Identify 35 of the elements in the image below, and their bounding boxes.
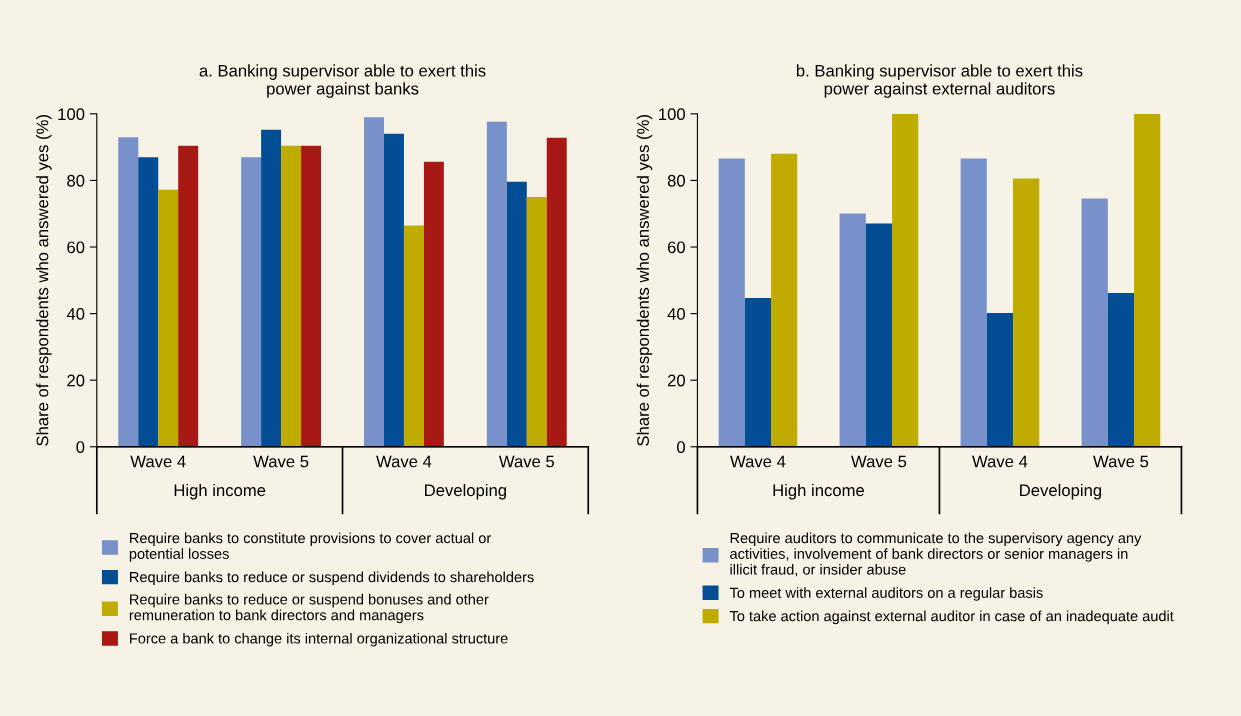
legend-label: To take action against external auditor in case of an inadequate audit (729, 610, 1174, 625)
text: Developing (1020, 483, 1102, 500)
y-tick-label: 0 (677, 441, 685, 453)
x-tick-label: Wave 5 (253, 455, 309, 468)
text: Developing (425, 483, 506, 500)
y-tick-label: 0 (76, 441, 85, 453)
y-tick-label: 40 (66, 308, 85, 320)
text: High income (174, 483, 266, 500)
x-tick-label: Wave 5 (498, 455, 555, 468)
x-tick-label: Wave 5 (851, 455, 907, 468)
y-tick-label: 40 (667, 308, 685, 320)
y-tick-label: 80 (67, 174, 85, 187)
legend-label: Require banks to constitute provisions to cover actual or potential losses (129, 532, 491, 562)
y-tick-label: 20 (67, 374, 85, 387)
x-tick-label: Wave 4 (130, 455, 186, 468)
y-axis-title: Share of respondents who answered yes (%) (36, 115, 52, 446)
legend-label: Force a bank to change its internal organizational structure (130, 632, 508, 647)
chart-title: b. Banking supervisor able to exert this power against external auditors (796, 64, 1083, 98)
y-axis-title: Share of respondents who answered yes (%) (636, 115, 653, 446)
y-tick-label: 80 (667, 174, 685, 187)
y-tick-label: 20 (667, 374, 685, 387)
y-tick-label: 100 (659, 108, 685, 121)
chart-title: a. Banking supervisor able to exert this power against banks (199, 64, 486, 98)
text: High income (773, 483, 865, 500)
legend-label: Require auditors to communicate to the supervisory agency any activities, involvement of bank directors or senior managers in illicit fraud, or insider abuse (730, 532, 1142, 577)
x-tick-label: Wave 5 (1093, 455, 1149, 468)
x-tick-label: Wave 4 (376, 455, 432, 468)
legend-label: To meet with external auditors on a regular basis (729, 587, 1043, 601)
legend-label: Require banks to reduce or suspend bonuses and other remuneration to bank directors and managers (129, 593, 489, 624)
x-tick-label: Wave 4 (972, 455, 1028, 468)
legend-label: Require banks to reduce or suspend dividends to shareholders (130, 571, 534, 586)
y-tick-label: 60 (667, 241, 685, 254)
y-tick-label: 60 (67, 241, 85, 254)
y-tick-label: 100 (58, 108, 85, 121)
x-tick-label: Wave 4 (730, 455, 786, 468)
